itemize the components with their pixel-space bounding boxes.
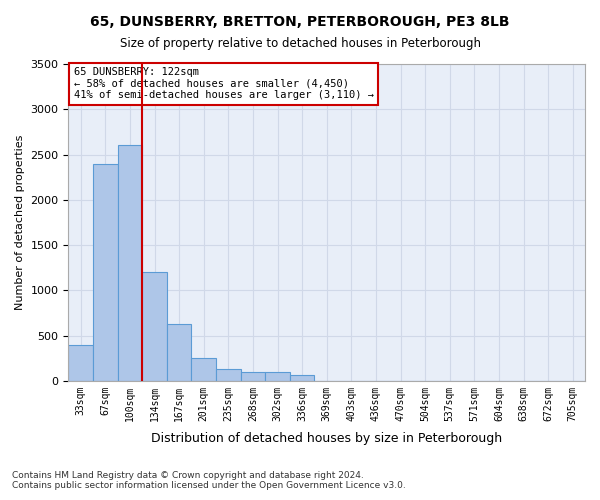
- Text: Size of property relative to detached houses in Peterborough: Size of property relative to detached ho…: [119, 38, 481, 51]
- Text: Contains HM Land Registry data © Crown copyright and database right 2024.
Contai: Contains HM Land Registry data © Crown c…: [12, 470, 406, 490]
- Bar: [93, 164, 118, 381]
- Bar: [290, 376, 314, 381]
- Bar: [191, 358, 216, 381]
- Text: 65, DUNSBERRY, BRETTON, PETERBOROUGH, PE3 8LB: 65, DUNSBERRY, BRETTON, PETERBOROUGH, PE…: [90, 15, 510, 29]
- Bar: [68, 346, 93, 381]
- Bar: [216, 369, 241, 381]
- Text: 65 DUNSBERRY: 122sqm
← 58% of detached houses are smaller (4,450)
41% of semi-de: 65 DUNSBERRY: 122sqm ← 58% of detached h…: [74, 67, 374, 100]
- Bar: [241, 372, 265, 381]
- Bar: [265, 372, 290, 381]
- X-axis label: Distribution of detached houses by size in Peterborough: Distribution of detached houses by size …: [151, 432, 502, 445]
- Bar: [167, 324, 191, 381]
- Y-axis label: Number of detached properties: Number of detached properties: [15, 134, 25, 310]
- Bar: [118, 146, 142, 381]
- Bar: [142, 272, 167, 381]
